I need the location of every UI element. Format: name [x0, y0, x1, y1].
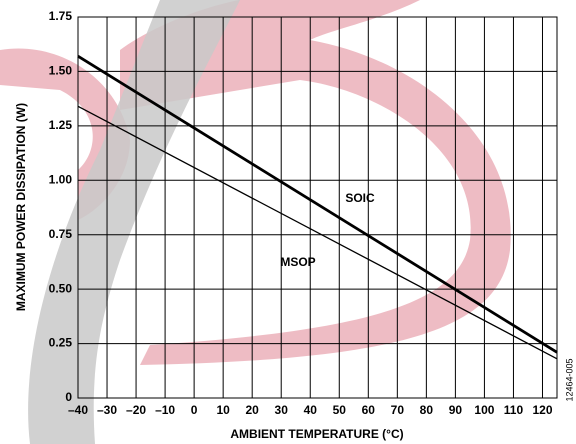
y-tick-label: 0.50	[49, 281, 73, 295]
series-label: MSOP	[280, 255, 315, 269]
x-tick-label: 110	[504, 403, 524, 417]
y-tick-label: 1.00	[49, 172, 73, 186]
x-tick-label: 50	[333, 403, 347, 417]
series-label: SOIC	[345, 191, 375, 205]
y-tick-label: 0.25	[49, 336, 73, 350]
y-tick-label: 0.75	[49, 227, 73, 241]
x-tick-label: 40	[304, 403, 318, 417]
y-tick-label: 0	[65, 390, 72, 404]
series-line	[77, 105, 558, 360]
x-tick-label: –30	[97, 403, 117, 417]
plot-frame	[77, 16, 558, 399]
figure-id: 12464-005	[564, 358, 574, 401]
x-tick-label: –20	[126, 403, 146, 417]
pink-swoosh	[120, 0, 511, 365]
x-tick-label: 120	[532, 403, 552, 417]
x-tick-label: –40	[68, 403, 88, 417]
series-line	[77, 54, 558, 354]
y-axis-label: MAXIMUM POWER DISSIPATION (W)	[14, 103, 28, 311]
x-tick-label: 10	[216, 403, 230, 417]
y-tick-label: 1.75	[49, 9, 73, 23]
gray-swoosh	[28, 0, 240, 444]
x-tick-label: 30	[275, 403, 289, 417]
x-tick-label: –10	[155, 403, 175, 417]
x-tick-label: 70	[391, 403, 405, 417]
x-tick-label: 20	[246, 403, 260, 417]
x-tick-label: 60	[362, 403, 376, 417]
x-tick-label: 90	[449, 403, 463, 417]
x-tick-label: 0	[191, 403, 198, 417]
y-tick-label: 1.25	[49, 118, 73, 132]
x-axis-label: AMBIENT TEMPERATURE (°C)	[230, 427, 403, 441]
x-tick-label: 80	[420, 403, 434, 417]
y-tick-label: 1.50	[49, 64, 73, 78]
x-tick-label: 100	[474, 403, 494, 417]
